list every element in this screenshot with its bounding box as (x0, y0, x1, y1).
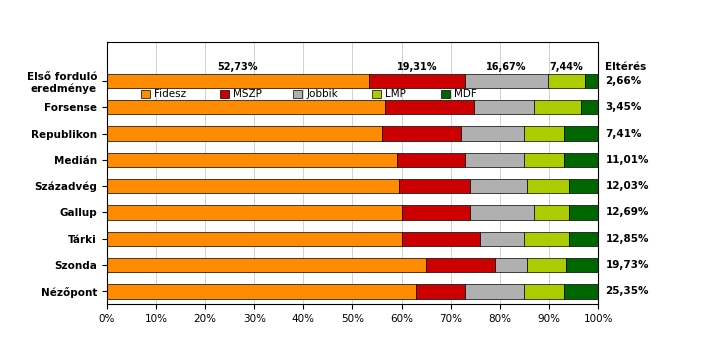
Text: 12,03%: 12,03% (605, 181, 649, 191)
Bar (527, 258, 566, 272)
Bar (107, 284, 417, 299)
Bar (417, 284, 466, 299)
Text: LMP: LMP (385, 89, 406, 99)
Text: Jobbik: Jobbik (306, 89, 338, 99)
Text: 12,85%: 12,85% (605, 234, 649, 244)
Bar (569, 205, 598, 220)
Text: MSZP: MSZP (233, 89, 261, 99)
Bar (466, 153, 524, 167)
Bar (107, 74, 369, 88)
Bar (107, 231, 402, 246)
Text: Eltérés: Eltérés (605, 62, 646, 72)
Bar (569, 231, 598, 246)
Bar (524, 153, 564, 167)
Text: 52,73%: 52,73% (218, 62, 258, 72)
Bar (382, 126, 461, 141)
Text: 7,41%: 7,41% (605, 129, 642, 138)
Bar (474, 100, 533, 115)
Bar (471, 179, 527, 193)
Bar (372, 90, 381, 98)
Bar (466, 284, 524, 299)
Bar (369, 74, 465, 88)
Bar (107, 100, 384, 115)
Bar (461, 126, 524, 141)
Text: 12,69%: 12,69% (605, 208, 649, 217)
Text: 11,01%: 11,01% (605, 155, 649, 165)
Bar (524, 284, 564, 299)
Bar (107, 126, 382, 141)
Bar (569, 179, 598, 193)
Bar (564, 126, 598, 141)
Bar (220, 90, 229, 98)
Bar (441, 90, 450, 98)
Bar (107, 205, 402, 220)
Bar (402, 205, 471, 220)
Bar (426, 258, 495, 272)
Bar (107, 179, 399, 193)
Bar (527, 179, 569, 193)
Bar (524, 126, 564, 141)
Bar (524, 231, 569, 246)
Bar (581, 100, 598, 115)
Bar (141, 90, 150, 98)
Bar (533, 100, 581, 115)
Bar (548, 74, 585, 88)
Bar (397, 153, 466, 167)
Bar (107, 258, 426, 272)
Bar (495, 258, 527, 272)
Bar (399, 179, 471, 193)
Text: 16,67%: 16,67% (486, 62, 527, 72)
Bar (384, 100, 474, 115)
Text: MDF: MDF (454, 89, 476, 99)
Text: 7,44%: 7,44% (550, 62, 583, 72)
Text: 25,35%: 25,35% (605, 286, 649, 296)
Bar (107, 153, 397, 167)
Bar (480, 231, 524, 246)
Bar (293, 90, 303, 98)
Text: 3,45%: 3,45% (605, 102, 642, 112)
Bar (585, 74, 598, 88)
Bar (564, 284, 598, 299)
Bar (465, 74, 548, 88)
Text: Fidesz: Fidesz (154, 89, 186, 99)
Bar (471, 205, 534, 220)
Text: 19,31%: 19,31% (397, 62, 437, 72)
Bar (534, 205, 569, 220)
Bar (566, 258, 598, 272)
Bar (564, 153, 598, 167)
Text: 2,66%: 2,66% (605, 76, 642, 86)
Bar (402, 231, 480, 246)
Text: 19,73%: 19,73% (605, 260, 649, 270)
